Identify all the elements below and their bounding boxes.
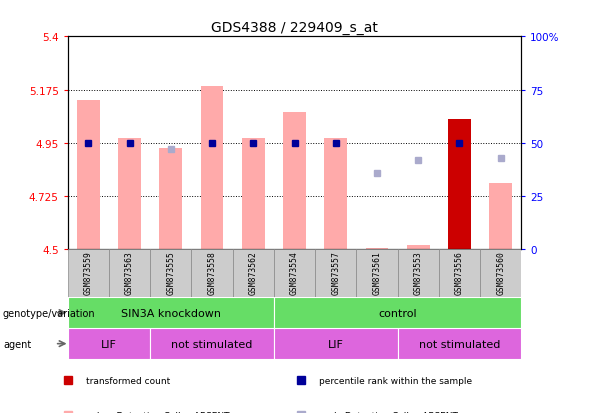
Text: rank, Detection Call = ABSENT: rank, Detection Call = ABSENT (319, 411, 458, 413)
Bar (439, 250, 480, 297)
Bar (68, 297, 274, 328)
Bar (118, 139, 141, 250)
Text: SIN3A knockdown: SIN3A knockdown (121, 308, 221, 318)
Text: not stimulated: not stimulated (171, 339, 253, 349)
Bar (201, 87, 223, 250)
Bar (109, 250, 150, 297)
Text: not stimulated: not stimulated (419, 339, 500, 349)
Bar (407, 245, 429, 250)
Bar (68, 250, 109, 297)
Text: value, Detection Call = ABSENT: value, Detection Call = ABSENT (86, 411, 230, 413)
Title: GDS4388 / 229409_s_at: GDS4388 / 229409_s_at (211, 21, 378, 35)
Bar (160, 148, 182, 250)
Text: LIF: LIF (328, 339, 343, 349)
Bar (366, 249, 388, 250)
Text: GSM873558: GSM873558 (207, 251, 217, 294)
Text: percentile rank within the sample: percentile rank within the sample (319, 376, 472, 385)
Bar (68, 328, 150, 359)
Bar (398, 328, 521, 359)
Text: GSM873560: GSM873560 (496, 251, 505, 294)
Bar (274, 328, 398, 359)
Text: GSM873563: GSM873563 (125, 251, 134, 294)
Bar (356, 250, 398, 297)
Text: GSM873561: GSM873561 (372, 251, 382, 294)
Bar (150, 328, 274, 359)
Bar (283, 113, 306, 250)
Text: GSM873559: GSM873559 (84, 251, 93, 294)
Bar (274, 250, 315, 297)
Bar (242, 139, 264, 250)
Text: GSM873553: GSM873553 (413, 251, 423, 294)
Text: GSM873557: GSM873557 (331, 251, 340, 294)
Text: transformed count: transformed count (86, 376, 170, 385)
Bar (448, 120, 471, 250)
Bar (480, 250, 521, 297)
Bar (315, 250, 356, 297)
Bar (233, 250, 274, 297)
Bar (398, 250, 439, 297)
Text: GSM873554: GSM873554 (290, 251, 299, 294)
Bar (150, 250, 191, 297)
Text: genotype/variation: genotype/variation (3, 308, 95, 318)
Bar (274, 297, 521, 328)
Bar (77, 101, 100, 250)
Text: agent: agent (3, 339, 31, 349)
Bar (191, 250, 233, 297)
Text: GSM873555: GSM873555 (166, 251, 176, 294)
Text: GSM873556: GSM873556 (455, 251, 464, 294)
Text: control: control (378, 308, 417, 318)
Text: LIF: LIF (101, 339, 117, 349)
Bar (489, 184, 512, 250)
Text: GSM873562: GSM873562 (249, 251, 258, 294)
Bar (325, 139, 347, 250)
